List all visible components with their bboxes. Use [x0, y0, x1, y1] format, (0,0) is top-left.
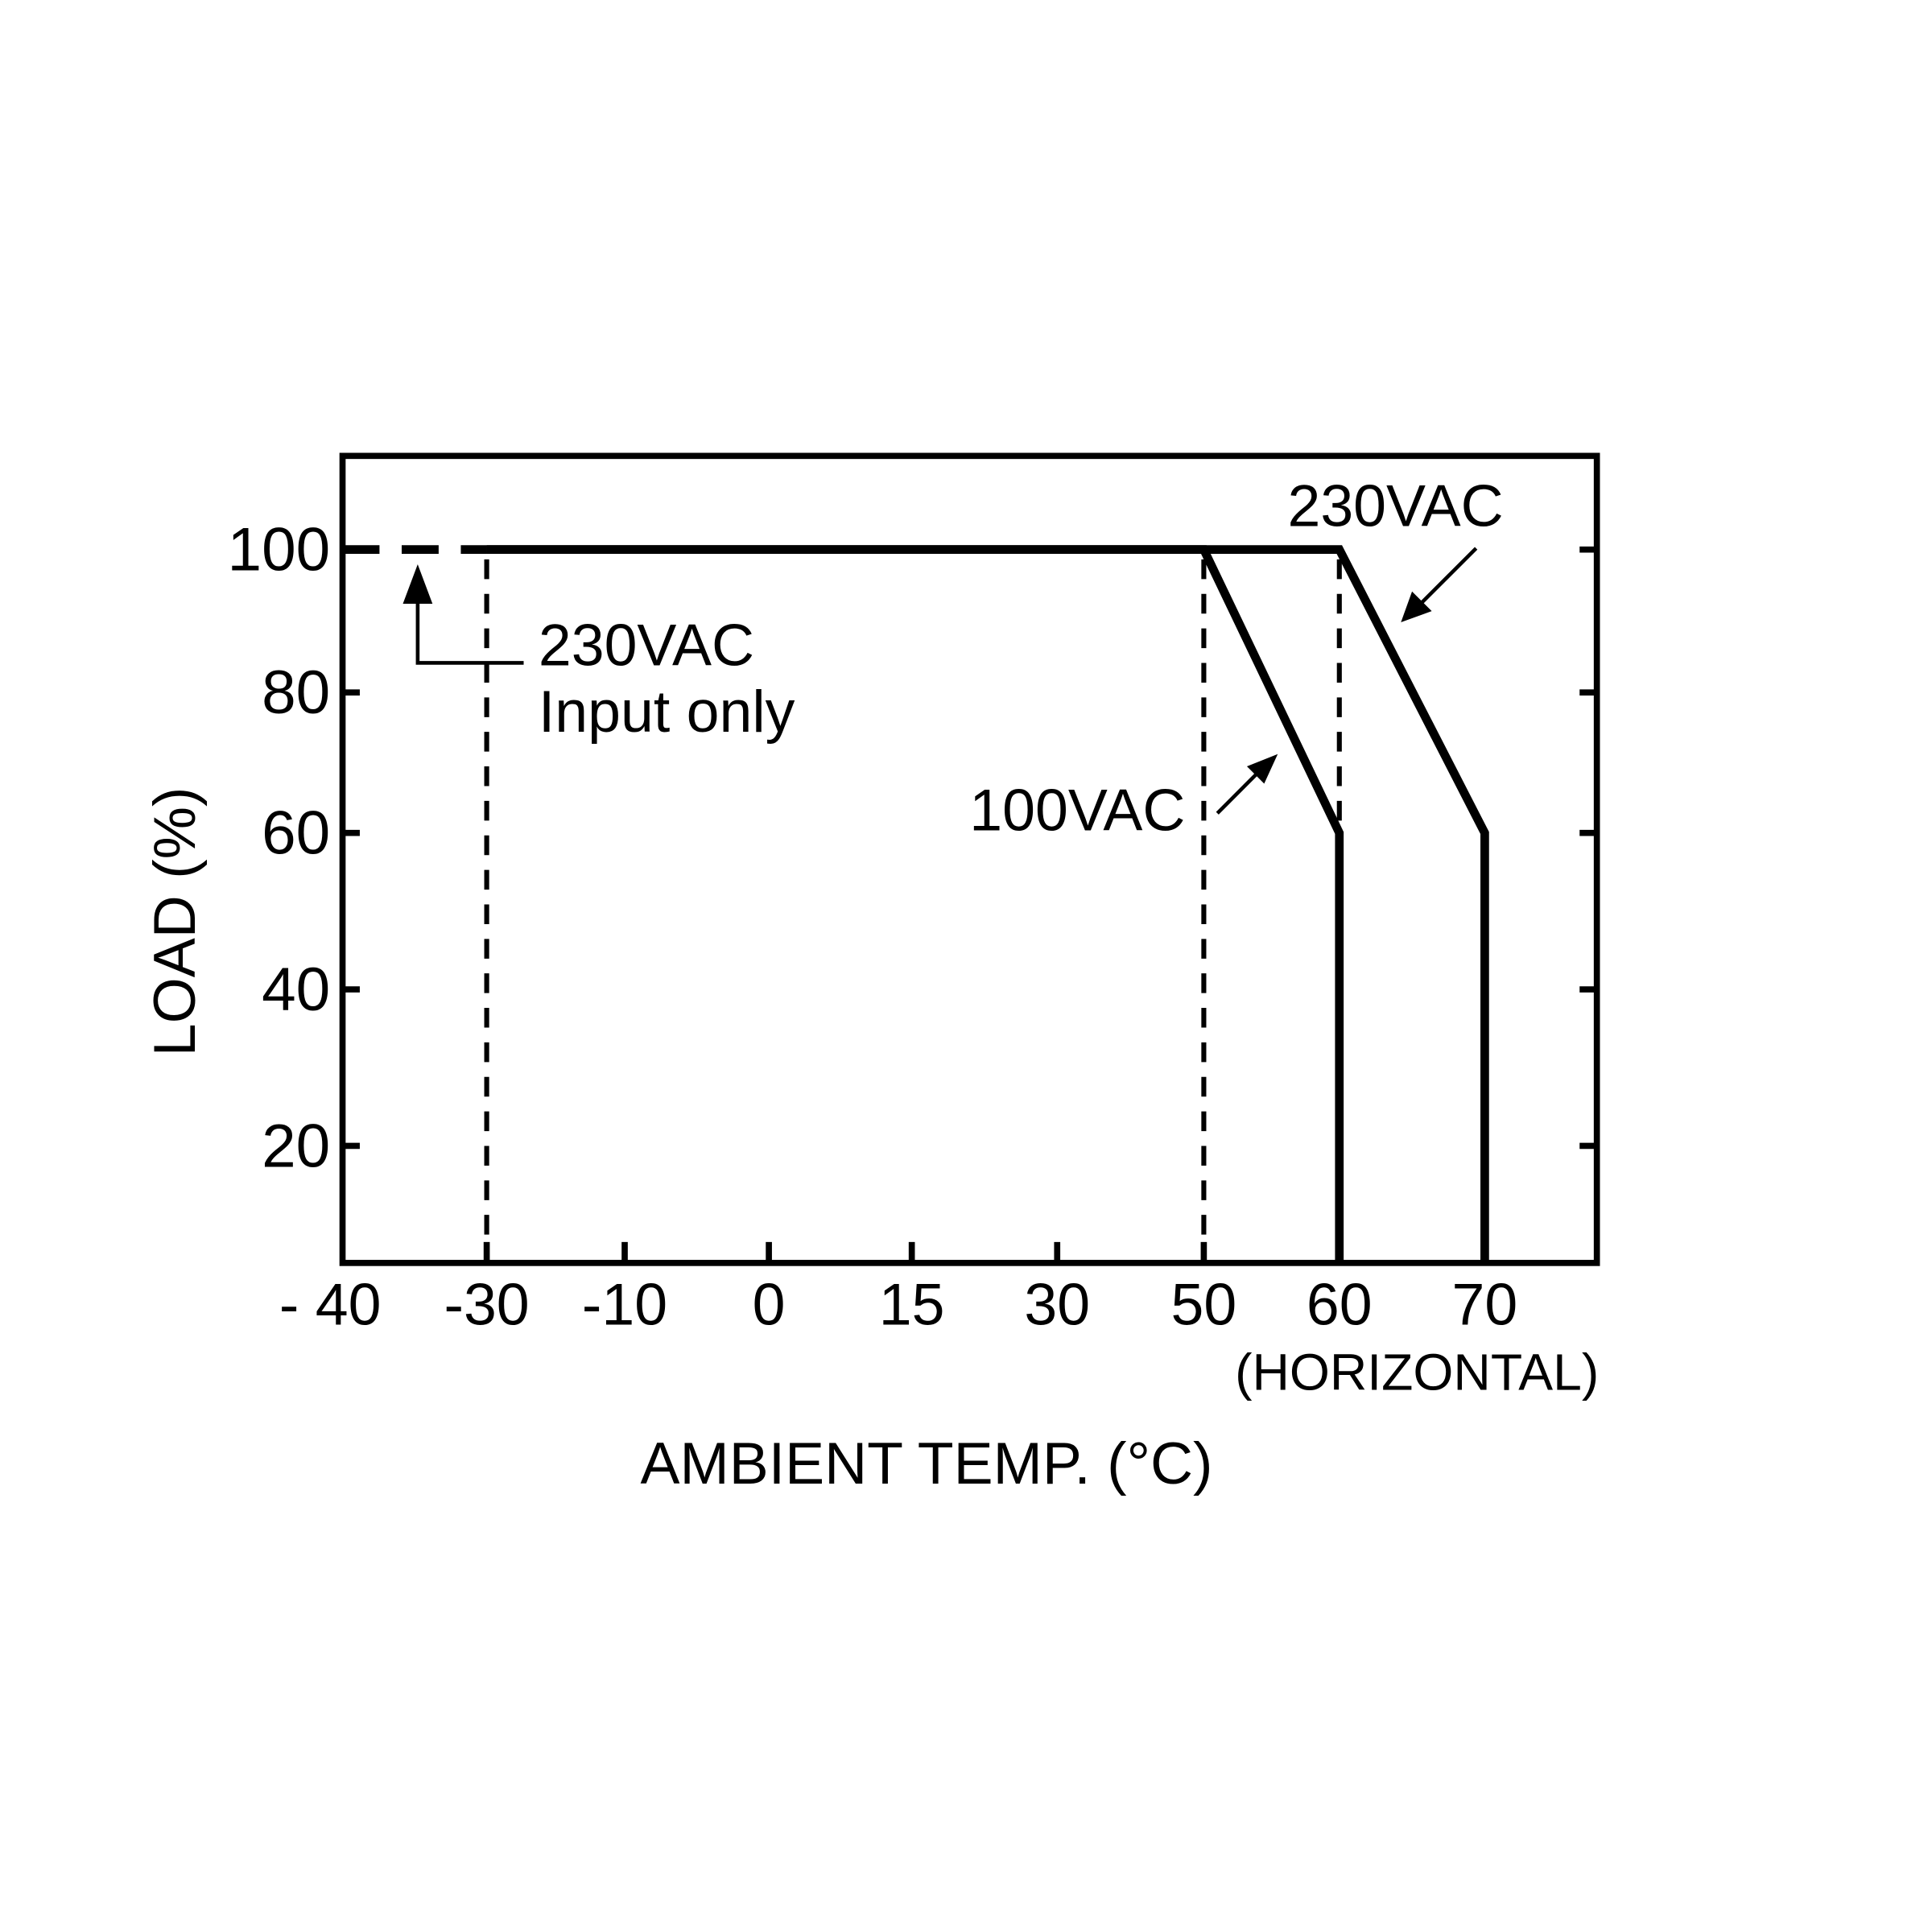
x-tick-label: 60	[1307, 1270, 1373, 1337]
y-tick-label: 60	[262, 799, 330, 868]
arrow-230vac	[1401, 547, 1478, 622]
y-tick-label: 100	[228, 516, 331, 584]
x-tick-label: -30	[444, 1270, 530, 1337]
annotation-230vac-input: 230VAC	[539, 612, 754, 679]
x-tick-label: 70	[1452, 1270, 1518, 1337]
annotation-100vac: 100VAC	[969, 777, 1185, 844]
annotation-230vac: 230VAC	[1287, 473, 1503, 539]
x-axis-label: AMBIENT TEMP. (°C)	[641, 1430, 1213, 1496]
x-tick-label: 15	[879, 1270, 945, 1337]
y-axis-label: LOAD (%)	[141, 787, 208, 1057]
x-tick-label: -10	[582, 1270, 667, 1337]
arrow-input-only	[402, 564, 524, 665]
x-tick-label: 50	[1171, 1270, 1237, 1337]
x-tick-label: 0	[753, 1270, 786, 1337]
arrow-100vac	[1216, 753, 1278, 815]
x-tick-label: 30	[1024, 1270, 1090, 1337]
y-tick-label: 40	[262, 956, 330, 1024]
y-tick-label: 80	[262, 658, 330, 727]
y-tick-label: 20	[262, 1112, 330, 1180]
plot-frame	[339, 452, 1600, 1266]
annotation-input-only: Input only	[539, 678, 795, 745]
x-axis-note: (HORIZONTAL)	[1235, 1344, 1599, 1402]
x-tick-label: - 40	[279, 1270, 382, 1337]
series-230vac	[486, 545, 1489, 1263]
